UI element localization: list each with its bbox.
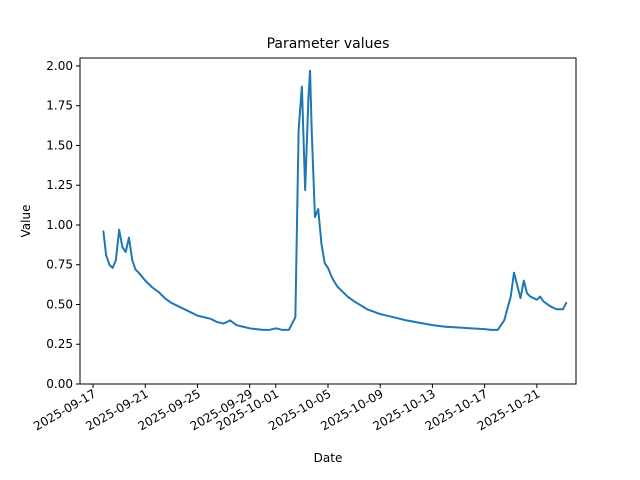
chart-marks bbox=[102, 69, 568, 331]
plot-frame bbox=[79, 57, 577, 385]
y-tick-label: 0.50 bbox=[46, 297, 73, 311]
y-tick-label: 1.25 bbox=[46, 178, 73, 192]
y-tick-label: 1.50 bbox=[46, 138, 73, 152]
y-axis-title: Value bbox=[19, 205, 33, 238]
y-axis: 0.00 0.25 0.50 0.75 1.00 1.25 1.50 1.75 2.00 bbox=[46, 59, 80, 391]
y-tick-label: 2.00 bbox=[46, 59, 73, 73]
chart-title: Parameter values bbox=[267, 36, 390, 52]
y-tick-label: 0.75 bbox=[46, 258, 73, 272]
y-tick-label: 0.00 bbox=[46, 377, 73, 391]
series-line bbox=[102, 69, 568, 331]
y-tick-label: 1.00 bbox=[46, 218, 73, 232]
plot-area bbox=[80, 58, 576, 384]
x-axis-title: Date bbox=[314, 451, 343, 465]
y-tick-label: 0.25 bbox=[46, 337, 73, 351]
x-axis: 2025-09-172025-09-212025-09-252025-09-29… bbox=[31, 384, 542, 433]
y-tick-label: 1.75 bbox=[46, 99, 73, 113]
